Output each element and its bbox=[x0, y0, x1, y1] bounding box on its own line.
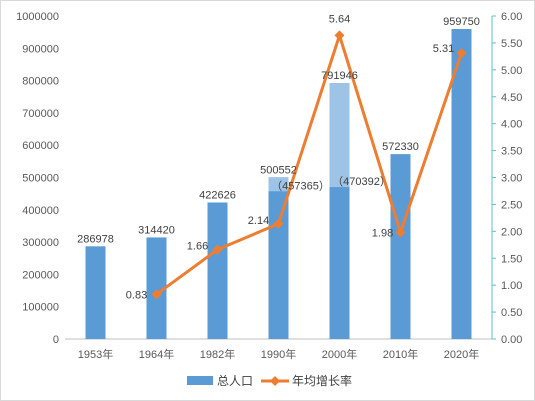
line-data-label: 5.64 bbox=[329, 13, 350, 25]
bar-overlay-segment bbox=[268, 177, 289, 192]
y-left-tick-label: 800000 bbox=[22, 76, 59, 88]
line-data-label: 0.83 bbox=[126, 289, 147, 301]
line-marker bbox=[456, 48, 467, 59]
line-growth-rate bbox=[155, 33, 463, 296]
bar-data-label: 572330 bbox=[382, 141, 419, 153]
y-right-tick-label: 2.00 bbox=[501, 226, 522, 238]
x-tick-label: 1964年 bbox=[139, 347, 174, 361]
line-marker bbox=[151, 289, 162, 300]
y-left-tick-label: 100000 bbox=[22, 302, 59, 314]
y-left-tick-label: 200000 bbox=[22, 269, 59, 281]
x-tick-label: 1982年 bbox=[200, 347, 235, 361]
y-right-tick-label: 0.00 bbox=[501, 334, 522, 346]
bar-data-label: 422626 bbox=[199, 189, 236, 201]
y-right-tick-label: 1.00 bbox=[501, 280, 522, 292]
x-tick-label: 2020年 bbox=[444, 347, 479, 361]
legend-label-bar: 总人口 bbox=[217, 374, 253, 388]
y-right-tick-label: 5.00 bbox=[501, 65, 522, 77]
line-marker bbox=[395, 227, 406, 238]
legend-swatch-bar bbox=[187, 376, 213, 385]
overlay-data-label: （470392） bbox=[332, 175, 391, 188]
y-left-tick-label: 400000 bbox=[22, 205, 59, 217]
legend-swatch-marker bbox=[270, 376, 280, 386]
line-data-label: 2.14 bbox=[248, 215, 269, 227]
bar-data-label: 500552 bbox=[260, 164, 297, 176]
line-marker bbox=[273, 218, 284, 229]
y-right-tick-label: 1.50 bbox=[501, 253, 522, 265]
y-right-tick-label: 4.50 bbox=[501, 92, 522, 104]
y-right-tick-label: 6.00 bbox=[501, 11, 522, 23]
legend-label-line: 年均增长率 bbox=[292, 373, 352, 388]
bar-data-label: 286978 bbox=[77, 233, 114, 245]
y-left-tick-label: 700000 bbox=[22, 108, 59, 120]
bar-total-population bbox=[451, 29, 472, 339]
overlay-data-label: （457365） bbox=[271, 179, 330, 192]
y-left-tick-label: 300000 bbox=[22, 237, 59, 249]
x-tick-label: 2010年 bbox=[383, 347, 418, 361]
y-left-tick-label: 500000 bbox=[22, 173, 59, 185]
x-tick-label: 1990年 bbox=[261, 347, 296, 361]
bar-data-label: 314420 bbox=[138, 224, 175, 236]
y-right-tick-label: 3.00 bbox=[501, 173, 522, 185]
bar-total-population bbox=[390, 154, 411, 339]
y-right-tick-label: 5.50 bbox=[501, 38, 522, 50]
y-left-tick-label: 0 bbox=[53, 334, 59, 346]
y-right-tick-label: 2.50 bbox=[501, 199, 522, 211]
y-right-tick-label: 4.00 bbox=[501, 119, 522, 131]
y-right-tick-label: 0.50 bbox=[501, 307, 522, 319]
y-right-tick-label: 3.50 bbox=[501, 146, 522, 158]
y-left-tick-label: 900000 bbox=[22, 43, 59, 55]
bar-total-population bbox=[85, 246, 106, 339]
bar-total-population bbox=[268, 177, 289, 339]
line-data-label: 1.66 bbox=[187, 241, 208, 253]
line-marker bbox=[212, 244, 223, 255]
line-marker bbox=[334, 30, 345, 41]
y-left-tick-label: 1000000 bbox=[16, 11, 59, 23]
x-tick-label: 2000年 bbox=[322, 347, 357, 361]
bar-total-population bbox=[146, 237, 167, 339]
x-tick-label: 1953年 bbox=[78, 347, 113, 361]
line-data-label: 1.98 bbox=[372, 227, 393, 239]
bar-data-label: 959750 bbox=[443, 16, 480, 28]
bar-overlay-segment bbox=[329, 83, 350, 188]
y-left-tick-label: 600000 bbox=[22, 140, 59, 152]
bar-total-population bbox=[207, 202, 228, 339]
line-data-label: 5.31 bbox=[433, 43, 454, 55]
bar-data-label: 791946 bbox=[321, 70, 358, 82]
